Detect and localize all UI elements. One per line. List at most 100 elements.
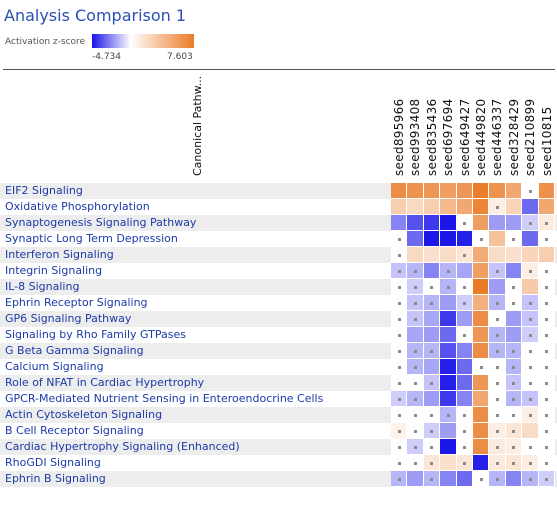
heatmap-cell[interactable] xyxy=(538,471,555,487)
heatmap-cell[interactable] xyxy=(423,231,441,247)
heatmap-cell[interactable] xyxy=(456,423,473,439)
heatmap-cell[interactable] xyxy=(391,279,408,295)
pathway-link[interactable]: Role of NFAT in Cardiac Hypertrophy xyxy=(5,376,205,389)
heatmap-cell[interactable] xyxy=(522,407,539,423)
heatmap-cell[interactable] xyxy=(391,231,408,247)
heatmap-cell[interactable] xyxy=(489,359,506,375)
heatmap-cell[interactable] xyxy=(391,263,408,279)
heatmap-cell[interactable] xyxy=(391,199,408,215)
heatmap-cell[interactable] xyxy=(522,359,539,375)
heatmap-cell[interactable] xyxy=(407,407,424,423)
heatmap-cell[interactable] xyxy=(522,343,539,359)
heatmap-cell[interactable] xyxy=(391,423,408,439)
heatmap-cell[interactable] xyxy=(522,327,539,343)
heatmap-cell[interactable] xyxy=(391,295,408,311)
heatmap-cell[interactable] xyxy=(505,439,523,455)
heatmap-cell[interactable] xyxy=(456,311,473,327)
heatmap-cell[interactable] xyxy=(423,343,441,359)
pathway-link[interactable]: Signaling by Rho Family GTPases xyxy=(5,328,186,341)
pathway-link[interactable]: Synaptogenesis Signaling Pathway xyxy=(5,216,197,229)
heatmap-cell[interactable] xyxy=(423,375,441,391)
heatmap-cell[interactable] xyxy=(505,407,523,423)
heatmap-cell[interactable] xyxy=(407,439,424,455)
heatmap-cell[interactable] xyxy=(473,455,490,471)
heatmap-cell[interactable] xyxy=(456,263,473,279)
pathway-link[interactable]: Ephrin Receptor Signaling xyxy=(5,296,148,309)
heatmap-cell[interactable] xyxy=(407,279,424,295)
heatmap-cell[interactable] xyxy=(407,471,424,487)
pathway-link[interactable]: GPCR-Mediated Nutrient Sensing in Entero… xyxy=(5,392,324,405)
heatmap-cell[interactable] xyxy=(440,327,457,343)
pathway-link[interactable]: Calcium Signaling xyxy=(5,360,104,373)
heatmap-cell[interactable] xyxy=(423,311,441,327)
heatmap-cell[interactable] xyxy=(538,439,555,455)
heatmap-cell[interactable] xyxy=(505,311,523,327)
heatmap-cell[interactable] xyxy=(391,215,408,231)
heatmap-cell[interactable] xyxy=(407,423,424,439)
heatmap-cell[interactable] xyxy=(473,359,490,375)
heatmap-cell[interactable] xyxy=(538,279,555,295)
heatmap-cell[interactable] xyxy=(440,183,457,199)
heatmap-cell[interactable] xyxy=(456,391,473,407)
heatmap-cell[interactable] xyxy=(489,295,506,311)
heatmap-cell[interactable] xyxy=(489,471,506,487)
heatmap-cell[interactable] xyxy=(423,199,441,215)
heatmap-cell[interactable] xyxy=(407,199,424,215)
heatmap-cell[interactable] xyxy=(407,311,424,327)
heatmap-cell[interactable] xyxy=(489,231,506,247)
pathway-link[interactable]: Interferon Signaling xyxy=(5,248,114,261)
heatmap-cell[interactable] xyxy=(538,327,555,343)
heatmap-cell[interactable] xyxy=(407,183,424,199)
heatmap-cell[interactable] xyxy=(440,263,457,279)
column-label[interactable]: seed895966 xyxy=(392,98,406,176)
heatmap-cell[interactable] xyxy=(456,359,473,375)
heatmap-cell[interactable] xyxy=(456,183,473,199)
pathway-link[interactable]: EIF2 Signaling xyxy=(5,184,83,197)
heatmap-cell[interactable] xyxy=(538,375,555,391)
heatmap-cell[interactable] xyxy=(423,439,441,455)
heatmap-cell[interactable] xyxy=(538,359,555,375)
heatmap-cell[interactable] xyxy=(473,279,490,295)
pathway-link[interactable]: RhoGDI Signaling xyxy=(5,456,101,469)
heatmap-cell[interactable] xyxy=(391,439,408,455)
heatmap-cell[interactable] xyxy=(391,471,408,487)
column-label[interactable]: seed449820 xyxy=(474,98,488,176)
heatmap-cell[interactable] xyxy=(456,471,473,487)
heatmap-cell[interactable] xyxy=(505,343,523,359)
heatmap-cell[interactable] xyxy=(456,199,473,215)
heatmap-cell[interactable] xyxy=(489,279,506,295)
heatmap-cell[interactable] xyxy=(489,183,506,199)
heatmap-cell[interactable] xyxy=(473,231,490,247)
heatmap-cell[interactable] xyxy=(522,183,539,199)
heatmap-cell[interactable] xyxy=(456,327,473,343)
column-label[interactable]: seed10815 xyxy=(539,106,554,176)
heatmap-cell[interactable] xyxy=(473,439,490,455)
column-label[interactable]: seed210899 xyxy=(523,98,538,176)
heatmap-cell[interactable] xyxy=(440,407,457,423)
heatmap-cell[interactable] xyxy=(391,455,408,471)
heatmap-cell[interactable] xyxy=(489,375,506,391)
heatmap-cell[interactable] xyxy=(456,375,473,391)
heatmap-cell[interactable] xyxy=(440,359,457,375)
column-label[interactable]: seed446337 xyxy=(490,98,505,176)
heatmap-cell[interactable] xyxy=(505,295,523,311)
heatmap-cell[interactable] xyxy=(456,215,473,231)
heatmap-cell[interactable] xyxy=(456,231,473,247)
heatmap-cell[interactable] xyxy=(489,423,506,439)
heatmap-cell[interactable] xyxy=(473,199,490,215)
heatmap-cell[interactable] xyxy=(407,327,424,343)
heatmap-cell[interactable] xyxy=(473,375,490,391)
heatmap-cell[interactable] xyxy=(505,359,523,375)
heatmap-cell[interactable] xyxy=(391,359,408,375)
heatmap-cell[interactable] xyxy=(505,279,523,295)
heatmap-cell[interactable] xyxy=(423,215,441,231)
heatmap-cell[interactable] xyxy=(423,247,441,263)
heatmap-cell[interactable] xyxy=(407,455,424,471)
heatmap-cell[interactable] xyxy=(440,391,457,407)
pathway-link[interactable]: Ephrin B Signaling xyxy=(5,472,106,485)
heatmap-cell[interactable] xyxy=(473,311,490,327)
heatmap-cell[interactable] xyxy=(489,455,506,471)
heatmap-cell[interactable] xyxy=(522,423,539,439)
heatmap-cell[interactable] xyxy=(538,455,555,471)
heatmap-cell[interactable] xyxy=(423,279,441,295)
